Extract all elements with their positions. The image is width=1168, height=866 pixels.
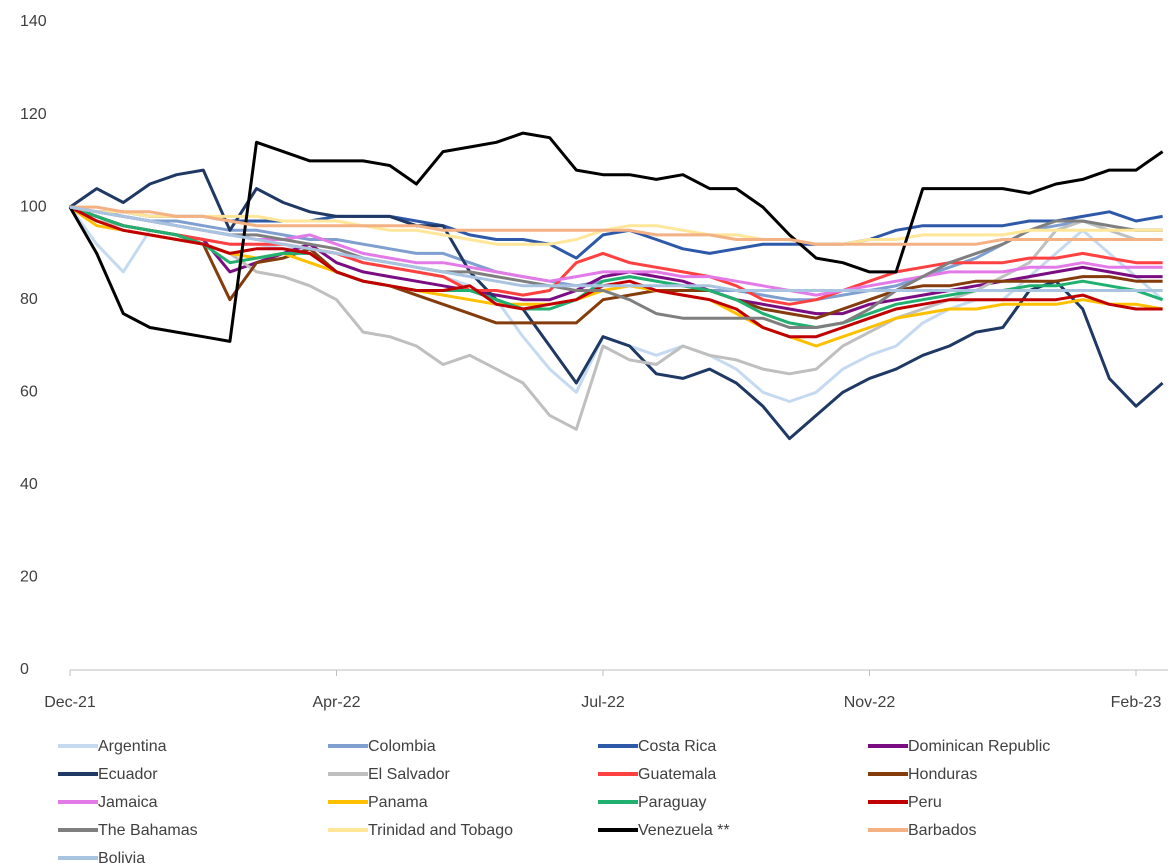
series-line — [69, 205, 1163, 306]
series-line — [69, 205, 1163, 316]
series-line — [69, 205, 1163, 260]
legend-label: Bolivia — [98, 850, 145, 866]
series-line — [69, 205, 1163, 292]
x-tick-label: Nov-22 — [844, 694, 896, 711]
legend-label: Ecuador — [98, 766, 158, 783]
x-tick-label: Apr-22 — [312, 694, 360, 711]
legend-label: El Salvador — [368, 766, 450, 783]
series-line — [70, 205, 1163, 246]
series-line — [69, 205, 1163, 246]
series-line — [69, 205, 1163, 348]
legend-label: Dominican Republic — [908, 738, 1050, 755]
y-tick-label: 140 — [20, 13, 47, 30]
series-line — [69, 205, 1163, 325]
legend-label: Argentina — [98, 738, 167, 755]
y-tick-label: 80 — [20, 291, 38, 308]
series-line — [69, 205, 1163, 339]
series-line — [68, 131, 1164, 343]
y-tick-label: 0 — [20, 661, 29, 678]
y-tick-label: 20 — [20, 569, 38, 586]
x-tick-label: Jul-22 — [581, 694, 625, 711]
legend-label: Colombia — [368, 738, 436, 755]
legend-label: Peru — [908, 794, 942, 811]
series-line — [69, 168, 1164, 441]
y-tick-label: 120 — [20, 106, 47, 123]
y-tick-label: 60 — [20, 384, 38, 401]
x-tick-label: Feb-23 — [1111, 694, 1162, 711]
legend-label: Venezuela ** — [638, 822, 730, 839]
legend-label: The Bahamas — [98, 822, 198, 839]
y-tick-label: 100 — [20, 198, 47, 215]
legend-label: Panama — [368, 794, 428, 811]
legend-label: Honduras — [908, 766, 977, 783]
y-tick-label: 40 — [20, 476, 38, 493]
legend-label: Barbados — [908, 822, 977, 839]
legend-label: Costa Rica — [638, 738, 716, 755]
x-tick-label: Dec-21 — [44, 694, 96, 711]
series-line — [69, 205, 1163, 329]
legend-label: Guatemala — [638, 766, 716, 783]
legend-label: Jamaica — [98, 794, 158, 811]
legend-label: Paraguay — [638, 794, 707, 811]
legend-label: Trinidad and Tobago — [368, 822, 513, 839]
